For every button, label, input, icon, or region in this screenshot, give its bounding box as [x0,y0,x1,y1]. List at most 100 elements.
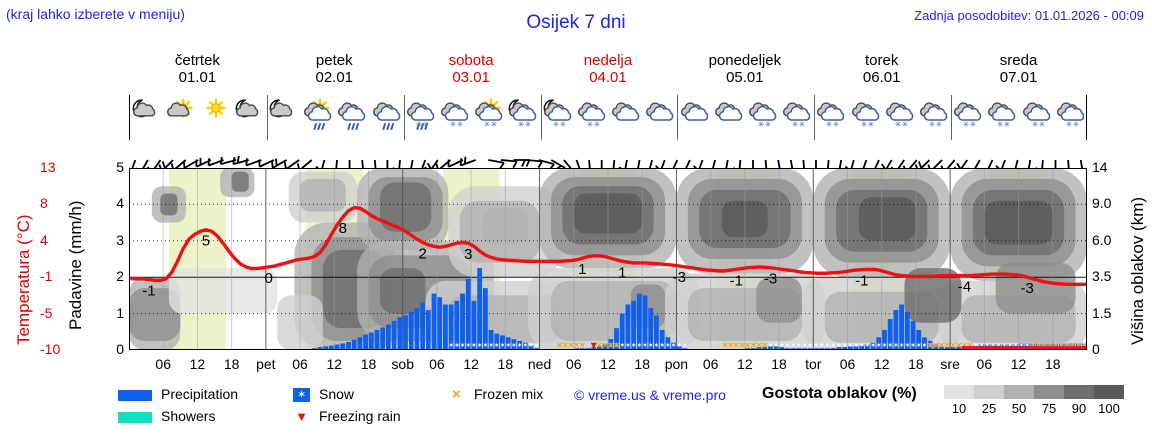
svg-text:✶: ✶ [494,342,500,350]
svg-text:✳: ✳ [1038,120,1045,129]
sun-cloud-rain-icon [303,97,333,142]
svg-text:✶: ✶ [614,342,620,350]
svg-text:✶: ✶ [933,342,939,350]
svg-text:✶: ✶ [505,342,511,350]
svg-text:✶: ✶ [642,342,648,350]
moon-cloud-icon [132,97,162,142]
svg-text:×: × [1070,341,1076,351]
cloud-height-tick: 6.0 [1092,231,1112,248]
day-separator [677,95,679,140]
svg-text:✳: ✳ [491,120,498,129]
legend-snow: ✶ Snow [293,386,354,403]
cloud-snow-icon: ✳ ✳ [953,97,983,142]
day-separator [540,95,542,140]
hour-label: 06 [839,356,856,372]
day-header-5: ponedeljek 05.01 [676,52,813,86]
svg-text:×: × [961,341,967,351]
svg-text:-3: -3 [764,271,777,288]
day-date: 05.01 [726,69,764,86]
svg-text:✶: ✶ [842,342,848,350]
svg-text:✶: ✶ [762,342,768,350]
day-date: 02.01 [315,69,354,86]
cloud-snow-icon: ✳ ✳ [987,97,1017,142]
svg-text:✶: ✶ [659,342,665,350]
copyright-link[interactable]: © vreme.us & vreme.pro [574,387,726,403]
svg-text:✶: ✶ [899,342,905,350]
hour-label: 18 [497,356,514,372]
cloud-density-tick: 100 [1098,401,1120,416]
svg-text:×: × [568,341,574,351]
svg-text:✶: ✶ [671,342,677,350]
cloud-icon [680,97,710,142]
svg-text:✶: ✶ [893,342,899,350]
legend-precipitation-label: Precipitation [161,386,239,402]
legend-freezing-rain: ▼ Freezing rain [293,408,401,424]
cloud-density-swatch-10 [944,385,974,399]
svg-text:×: × [939,341,945,351]
svg-text:✶: ✶ [836,342,842,350]
page-title: Osijek 7 dni [526,12,626,33]
svg-text:✶: ✶ [1081,342,1087,350]
weather-icon-cloud [643,95,677,140]
sun-cloud-snow-icon: ✳ ✳ [474,97,504,142]
svg-text:✶: ✶ [847,342,853,350]
precipitation-tick: 2 [116,268,124,285]
svg-text:✶: ✶ [819,342,825,350]
hour-label: 12 [463,356,479,372]
weather-icon-cloud-rain [370,95,404,140]
svg-text:✶: ✶ [454,342,460,350]
weather-icon-cloud-snow: ✳ ✳ [917,95,951,140]
precipitation-tick: 0 [116,341,124,357]
hour-label: 12 [873,356,890,372]
weather-icon-cloud-snow: ✳ ✳ [985,95,1019,140]
weather-icon-cloud-snow: ✳ ✳ [1054,95,1088,140]
cloud-density-tick: 90 [1071,401,1087,416]
weather-icon-cloud-snow: ✳ ✳ [951,95,985,140]
hour-label: sob [391,356,414,372]
temperature-tick: 8 [40,195,48,212]
day-name: četrtek [174,52,220,69]
svg-text:✶: ✶ [967,342,973,350]
svg-text:✶: ✶ [887,342,893,350]
day-separator [814,95,816,140]
weather-icon-cloud-snow: ✳ ✳ [575,95,609,140]
svg-text:✳: ✳ [765,120,772,129]
moon-cloud-snow-icon: ✳ ✳ [543,97,573,142]
weather-icon-cloud [712,95,746,140]
svg-text:✶: ✶ [665,342,671,350]
svg-text:✶: ✶ [1007,342,1013,350]
temperature-tick: 13 [40,159,56,175]
cloud-density-tick: 75 [1041,401,1057,416]
day-header-2: petek 02.01 [266,52,403,86]
svg-text:3: 3 [464,246,472,263]
precipitation-tick: 3 [116,231,124,248]
svg-text:✳: ✳ [587,120,594,129]
cloud-snow-icon: ✳ ✳ [816,97,846,142]
cloud-snow-icon: ✳ ✳ [748,97,778,142]
svg-text:✶: ✶ [608,342,614,350]
cloud-rain-icon [372,97,402,142]
legend-frozen-mix: × Frozen mix [448,386,543,402]
svg-text:✶: ✶ [465,342,471,350]
hour-label: 18 [634,356,650,372]
svg-text:×: × [739,341,745,351]
weather-icon-strip: ✳ ✳ ✳ ✳ ✳ ✳ ✳ ✳ ✳ ✳ ✳ ✳ ✳ ✳ ✳ ✳ ✳ ✳ ✳ ✳ ✳ ✳ ✳ ✳ ✳ ✳ ✳ ✳ ✳ ✳ ✳ ✳ [129,95,1087,140]
freezing-rain-icon: ▼ [295,409,308,425]
svg-text:✳: ✳ [997,120,1004,129]
svg-text:✶: ✶ [1058,342,1064,350]
hour-label: sre [940,356,960,372]
cloud-density-tick: 25 [981,401,997,416]
cloud-snow-icon: ✳ ✳ [919,97,949,142]
svg-text:×: × [967,341,973,351]
svg-text:×: × [722,341,728,351]
weather-icon-sun-cloud-rain [301,95,335,140]
svg-text:✶: ✶ [471,342,477,350]
svg-text:×: × [1041,341,1047,351]
svg-text:✳: ✳ [894,120,901,129]
svg-text:✶: ✶ [779,342,785,350]
svg-text:✶: ✶ [654,342,660,350]
svg-text:✶: ✶ [870,342,876,350]
svg-text:×: × [950,341,956,351]
weather-icon-moon-cloud-snow: ✳ ✳ [541,95,575,140]
svg-text:-1: -1 [142,283,155,300]
